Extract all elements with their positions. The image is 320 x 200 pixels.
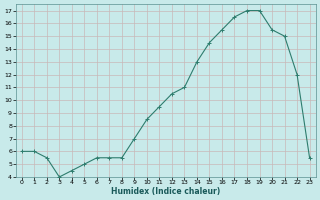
X-axis label: Humidex (Indice chaleur): Humidex (Indice chaleur) <box>111 187 220 196</box>
